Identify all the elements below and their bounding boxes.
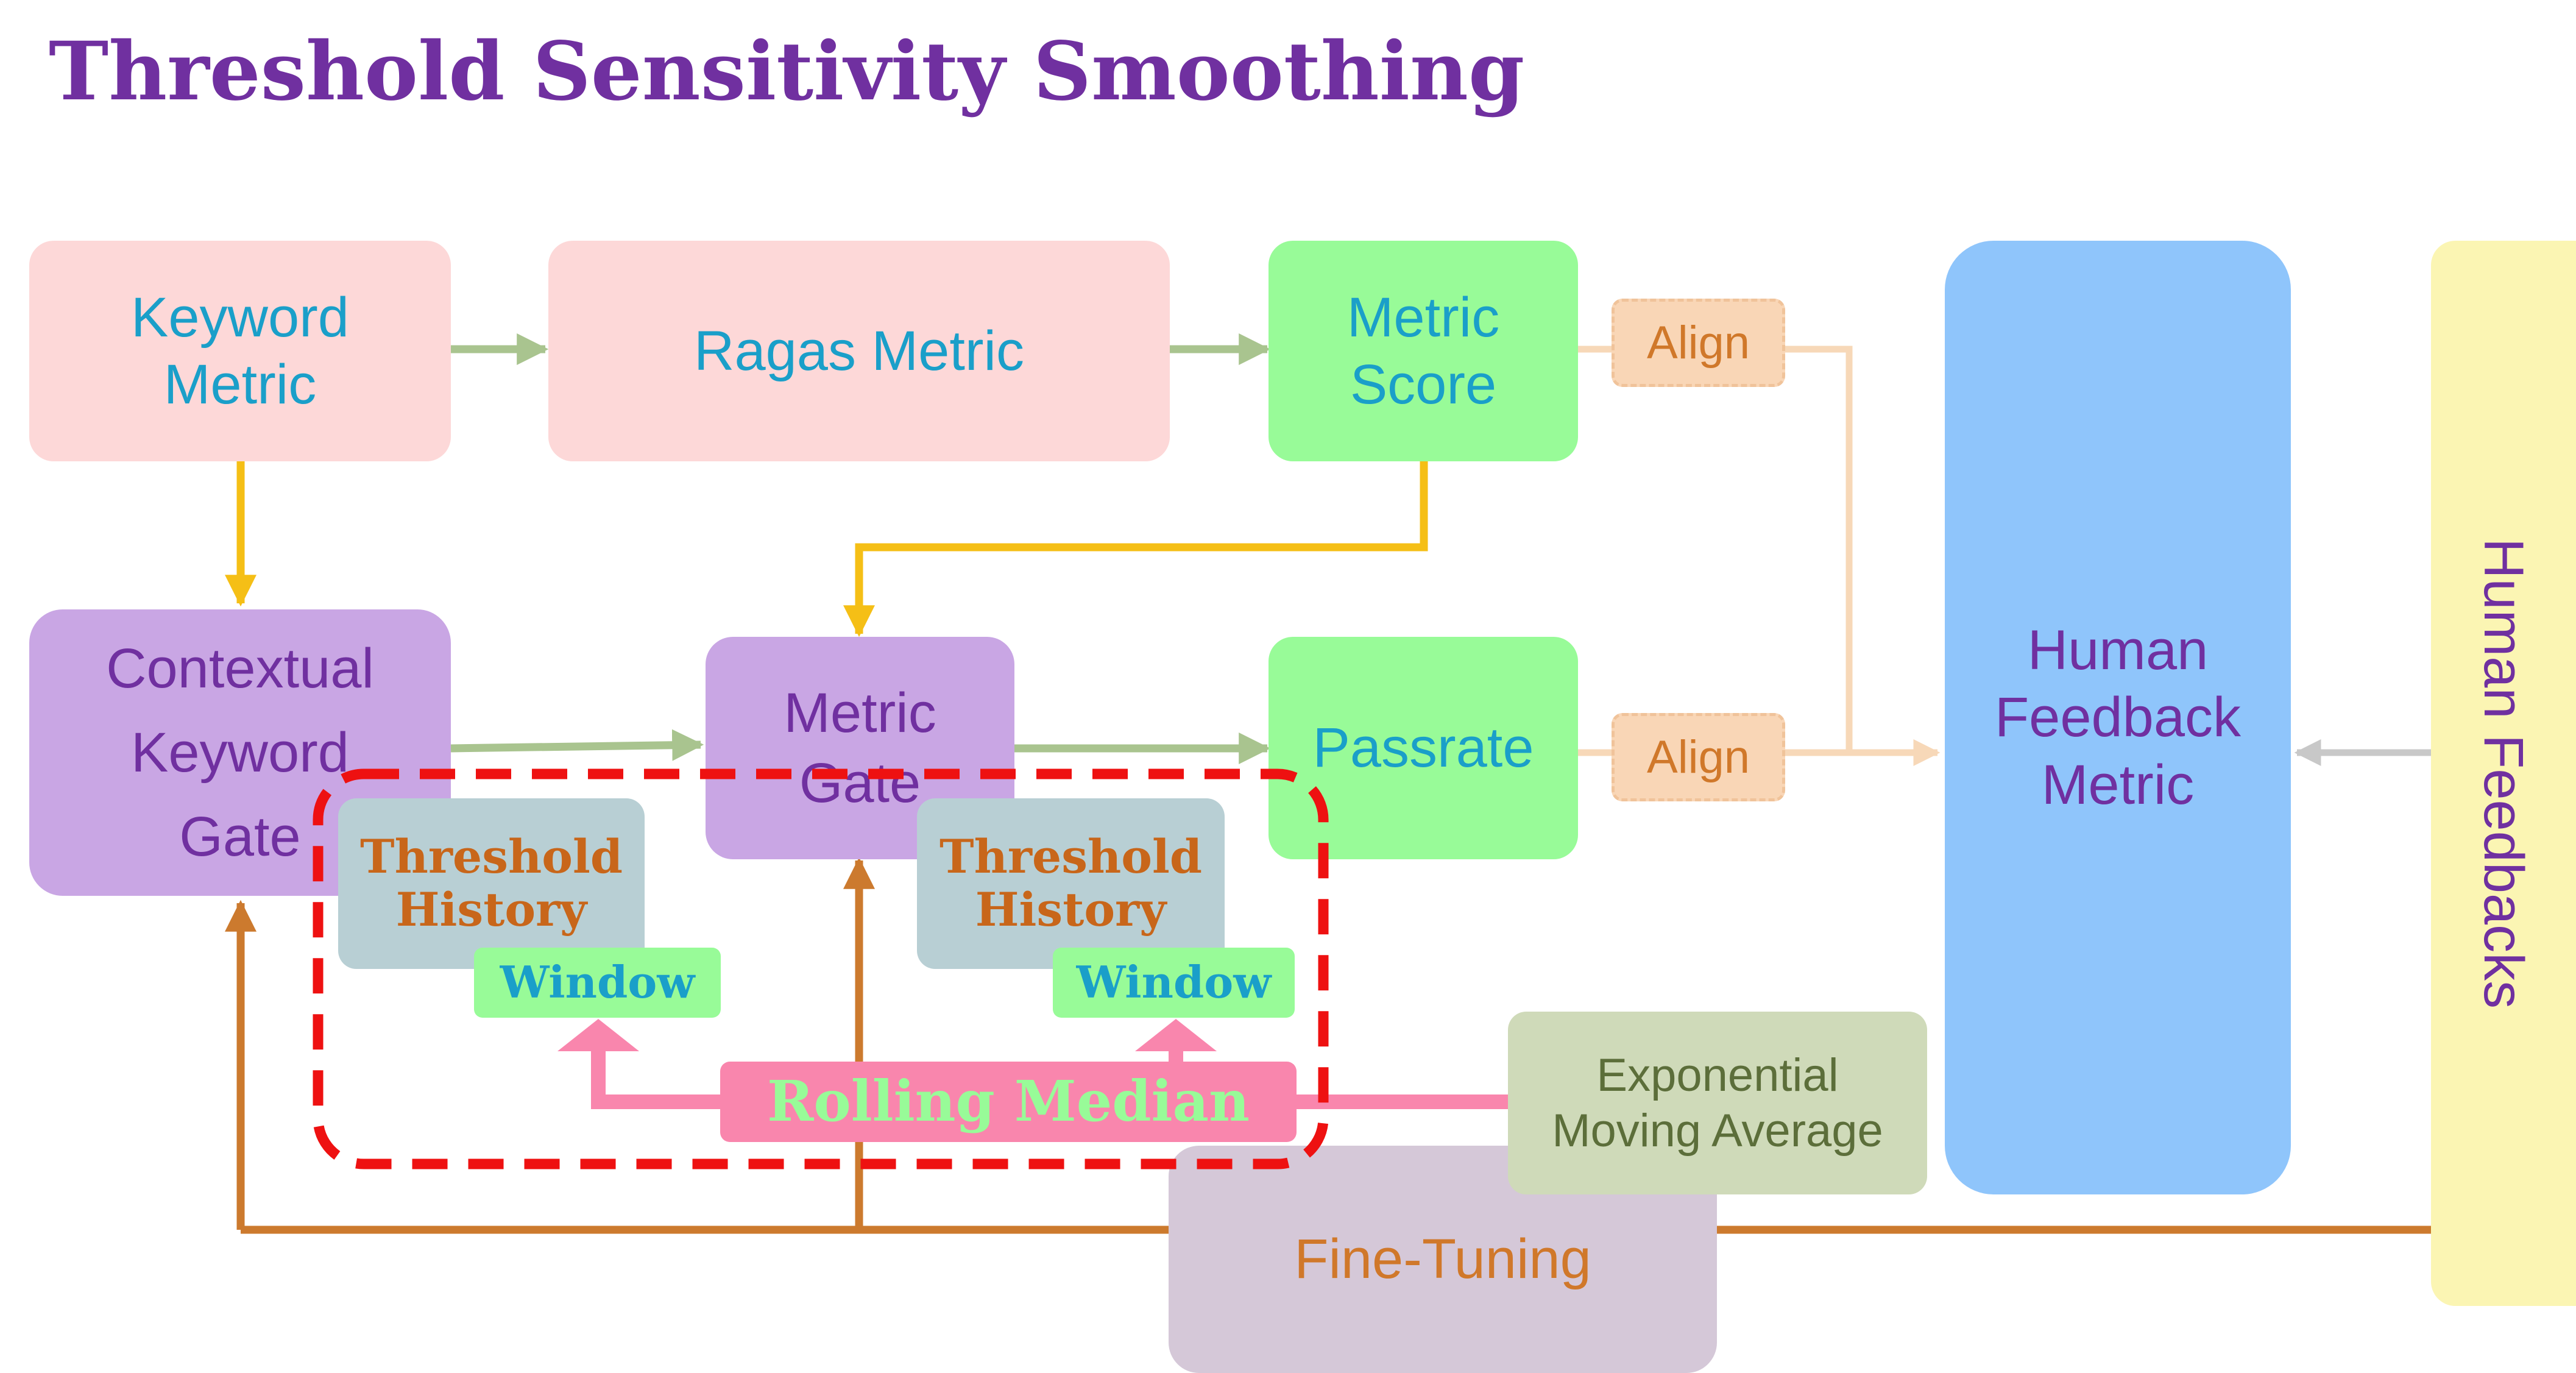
- node-window-left-label: Window: [500, 956, 695, 1009]
- node-ragas-metric-label: Ragas Metric: [694, 319, 1024, 382]
- node-align-bottom-label: Align: [1647, 731, 1750, 783]
- node-keyword-metric-label: Keyword Metric: [131, 286, 349, 416]
- node-human-feedbacks: Human Feedbacks: [2431, 241, 2576, 1306]
- node-window-right: Window: [1053, 948, 1295, 1018]
- node-keyword-metric: Keyword Metric: [29, 241, 451, 461]
- node-window-left: Window: [474, 948, 721, 1018]
- edge-score-to-metric-gate: [843, 461, 1428, 637]
- edge-align-top-to-human-metric: [1785, 346, 1941, 766]
- node-rolling-median: Rolling Median: [720, 1062, 1297, 1142]
- node-contextual-keyword-gate-label: Contextual Keyword Gate: [106, 637, 374, 868]
- node-ragas-metric: Ragas Metric: [548, 241, 1170, 461]
- node-threshold-history-left: Threshold History: [338, 798, 645, 969]
- node-exponential-moving-average-label: Exponential Moving Average: [1552, 1049, 1883, 1157]
- node-metric-score-label: Metric Score: [1346, 286, 1500, 416]
- node-human-feedbacks-label: Human Feedbacks: [2472, 537, 2535, 1009]
- node-fine-tuning-label: Fine-Tuning: [1294, 1228, 1591, 1291]
- node-metric-gate-label: Metric Gate: [784, 681, 936, 814]
- edge-rolling-median-to-window-left: [591, 1048, 720, 1109]
- node-exponential-moving-average: Exponential Moving Average: [1508, 1012, 1927, 1194]
- node-threshold-history-left-label: Threshold History: [360, 829, 623, 937]
- edge-rolling-median-to-window-right-head: [1135, 1019, 1217, 1051]
- node-window-right-label: Window: [1076, 956, 1272, 1009]
- edge-contextual-to-metric-gate: [450, 729, 704, 761]
- node-metric-score: Metric Score: [1269, 241, 1578, 461]
- diagram-title: Threshold Sensitivity Smoothing: [49, 24, 1525, 119]
- node-threshold-history-right-label: Threshold History: [939, 829, 1202, 937]
- node-align-top: Align: [1612, 299, 1785, 387]
- node-passrate-label: Passrate: [1312, 717, 1534, 779]
- node-human-feedback-metric: Human Feedback Metric: [1945, 241, 2291, 1194]
- node-passrate: Passrate: [1269, 637, 1578, 859]
- edge-rolling-median-to-window-left-head: [557, 1019, 639, 1051]
- node-threshold-history-right: Threshold History: [917, 798, 1225, 969]
- node-align-bottom: Align: [1612, 713, 1785, 801]
- node-rolling-median-label: Rolling Median: [766, 1068, 1250, 1135]
- node-align-top-label: Align: [1647, 316, 1750, 369]
- node-human-feedback-metric-label: Human Feedback Metric: [1994, 619, 2242, 816]
